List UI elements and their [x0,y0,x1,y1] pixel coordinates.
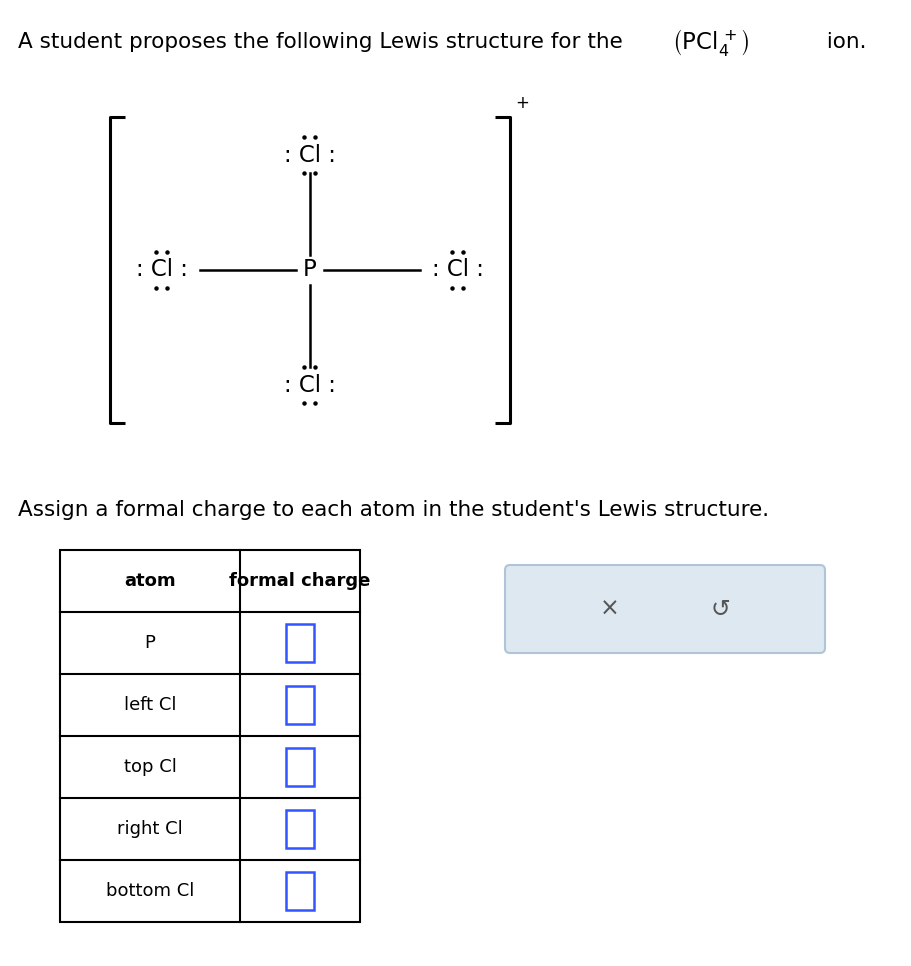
Text: bottom Cl: bottom Cl [106,882,194,900]
Text: : Cl :: : Cl : [136,259,188,281]
Text: +: + [515,94,528,112]
Bar [286,810,313,848]
Text: Assign a formal charge to each atom in the student's Lewis structure.: Assign a formal charge to each atom in t… [18,500,768,520]
Text: A student proposes the following Lewis structure for the: A student proposes the following Lewis s… [18,32,622,52]
Bar [60,550,360,922]
Text: ×: × [599,597,619,621]
Text: left Cl: left Cl [124,696,176,714]
Text: formal charge: formal charge [229,572,370,590]
Text: ↺: ↺ [711,597,730,621]
Text: P: P [145,634,155,652]
Text: : Cl :: : Cl : [283,144,335,166]
Text: P: P [302,259,316,281]
Text: top Cl: top Cl [123,758,176,776]
Text: $\left(\mathrm{PCl}_4^{\,+}\right)$: $\left(\mathrm{PCl}_4^{\,+}\right)$ [671,26,749,58]
Bar [286,624,313,662]
Text: right Cl: right Cl [117,820,183,838]
Text: atom: atom [124,572,176,590]
Text: : Cl :: : Cl : [283,374,335,396]
Bar [286,872,313,910]
Text: : Cl :: : Cl : [432,259,484,281]
Bar [286,748,313,786]
Bar [286,686,313,724]
FancyBboxPatch shape [505,565,824,653]
Text: ion.: ion. [819,32,865,52]
